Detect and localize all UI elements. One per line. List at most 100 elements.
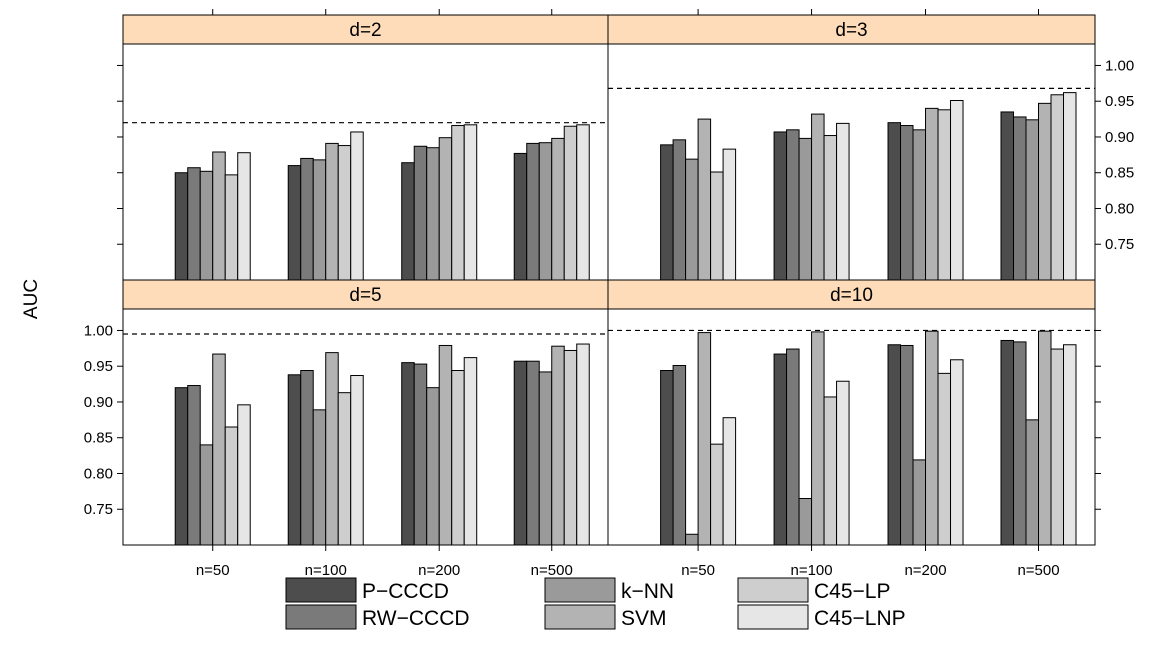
bar: [950, 99, 964, 281]
bar: [563, 349, 578, 546]
bar: [1038, 330, 1052, 546]
bar: [576, 124, 590, 281]
bar: [660, 144, 674, 281]
bar: [438, 137, 453, 281]
bar: [312, 409, 327, 546]
bar: [710, 443, 724, 546]
bar: [697, 332, 712, 546]
legend-label: C45−LNP: [814, 607, 906, 630]
x-tick-label: n=200: [904, 562, 946, 579]
bar: [513, 152, 528, 281]
y-tick-label: 0.80: [84, 465, 113, 482]
x-tick-label: n=100: [790, 562, 832, 579]
y-tick-label: 0.85: [1105, 165, 1134, 182]
bar: [1038, 102, 1052, 281]
bar: [187, 385, 201, 546]
bar: [413, 145, 428, 281]
panel-d5: d=5 0.75 0.80 0.85 0.90 0.95 1.00 n=50 n=100 n=20…: [84, 279, 609, 579]
bar: [811, 331, 825, 546]
legend-label: SVM: [621, 607, 667, 630]
legend-item: SVM: [544, 604, 667, 630]
bar: [925, 107, 939, 281]
bar: [300, 370, 314, 546]
bar: [836, 380, 850, 546]
y-tick-label: 0.75: [1105, 236, 1134, 253]
bar: [823, 135, 838, 281]
bar: [900, 125, 914, 281]
x-tick-label: n=50: [196, 562, 230, 579]
bar: [224, 174, 239, 281]
legend-swatch: [737, 604, 809, 630]
y-tick-label: 1.00: [84, 322, 113, 339]
x-tick-label: n=50: [681, 562, 715, 579]
bar: [426, 387, 440, 546]
bar: [212, 151, 226, 281]
legend-swatch: [544, 577, 616, 603]
panel-strip-label: d=10: [830, 285, 873, 306]
bar: [401, 162, 415, 281]
legend-item: RW−CCCD: [285, 604, 470, 630]
bar: [237, 404, 251, 546]
bar: [798, 137, 813, 281]
legend-swatch: [285, 577, 357, 603]
bar: [1013, 116, 1027, 281]
y-tick-label: 0.90: [1105, 129, 1134, 146]
panel-strip-label: d=5: [349, 285, 381, 306]
legend-swatch: [544, 604, 616, 630]
bar: [451, 370, 465, 546]
y-tick-label: 0.95: [1105, 93, 1134, 110]
bar: [1013, 341, 1027, 546]
bar: [710, 171, 724, 281]
bar: [312, 159, 327, 281]
bar: [1000, 111, 1015, 281]
bar: [337, 145, 352, 281]
bar: [900, 344, 914, 546]
panel-strip: [122, 14, 609, 45]
bar: [722, 148, 737, 281]
y-tick-label: 0.75: [84, 501, 113, 518]
bar: [287, 165, 302, 281]
x-tick-label: n=200: [418, 562, 460, 579]
y-tick-label: 0.80: [1105, 200, 1134, 217]
bar: [786, 129, 800, 281]
bar: [174, 387, 189, 546]
bar: [401, 362, 415, 546]
y-tick-label: 0.90: [84, 394, 113, 411]
bar: [237, 152, 251, 281]
bar: [325, 352, 339, 546]
bar: [937, 372, 952, 546]
panel-strip-label: d=2: [349, 20, 381, 41]
bar: [337, 392, 352, 546]
bar: [1063, 92, 1077, 281]
bar: [413, 363, 428, 546]
bar: [451, 125, 465, 281]
bar: [174, 172, 189, 281]
bar: [463, 357, 478, 546]
bar: [563, 125, 578, 281]
y-axis-title: AUC: [21, 279, 42, 319]
bar: [551, 137, 565, 281]
bar: [887, 344, 902, 546]
bar: [798, 498, 813, 546]
bar: [672, 364, 687, 546]
bar: [224, 426, 239, 546]
bar: [526, 142, 540, 281]
x-tick-label: n=100: [305, 562, 347, 579]
bar: [526, 360, 540, 546]
bar: [350, 375, 364, 546]
bar: [1050, 94, 1065, 281]
bar: [300, 157, 314, 281]
bar: [685, 158, 699, 281]
bar: [1063, 344, 1077, 546]
y-tick-label: 1.00: [1105, 57, 1134, 74]
bar: [1025, 419, 1040, 546]
panel-d2: d=2: [117, 9, 609, 281]
panel-strip-label: d=3: [835, 20, 867, 41]
bar: [1050, 348, 1065, 546]
legend-item: P−CCCD: [285, 577, 449, 603]
y-tick-label: 0.95: [84, 358, 113, 375]
legend-item: C45−LP: [737, 577, 890, 603]
legend: P−CCCD RW−CCCD k−NN SVM C45−LP C45−LNP: [285, 577, 906, 630]
bar: [287, 374, 302, 546]
bar: [325, 142, 339, 281]
